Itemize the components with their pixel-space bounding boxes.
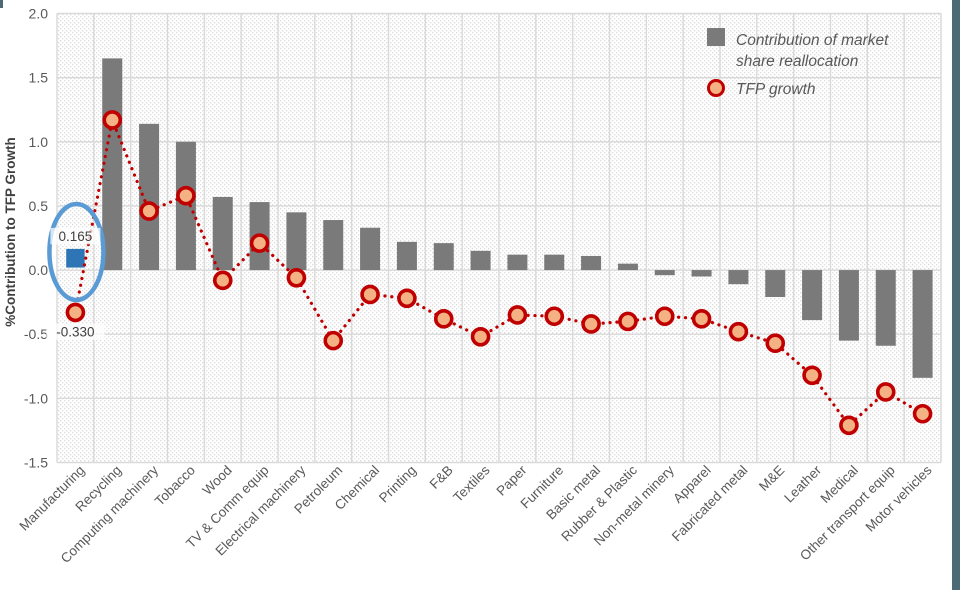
- highlight-ellipse: [47, 201, 106, 303]
- bar-wood[interactable]: [212, 196, 233, 271]
- bar-manufacturing-highlighted[interactable]: [66, 248, 85, 268]
- legend-swatch-tfp-growth[interactable]: [707, 79, 725, 97]
- bar-m-e[interactable]: [765, 270, 786, 298]
- tfp-marker-manufacturing[interactable]: [65, 302, 86, 323]
- tfp-marker-apparel[interactable]: [691, 309, 712, 329]
- legend: Contribution of market share reallocation…: [707, 28, 889, 98]
- tfp-marker-tobacco[interactable]: [176, 185, 196, 206]
- bar-motor-vehicles[interactable]: [912, 270, 933, 378]
- bar-medical[interactable]: [838, 270, 859, 341]
- bar-basic-metal[interactable]: [581, 255, 602, 271]
- bar-textiles[interactable]: [470, 250, 491, 271]
- tfp-marker-textiles[interactable]: [470, 326, 491, 347]
- annotation-0-330: -0.330: [56, 324, 94, 339]
- y-tick-label: 1.0: [29, 134, 49, 150]
- tfp-marker-rubber-plastic[interactable]: [618, 311, 638, 332]
- bar-apparel[interactable]: [691, 270, 712, 277]
- y-tick-label: 2.0: [29, 6, 49, 22]
- bar-printing[interactable]: [396, 241, 417, 271]
- tfp-growth-markers: [65, 110, 933, 436]
- legend-label-market-share[interactable]: share reallocation: [736, 53, 858, 70]
- tfp-marker-tv-comm-equip[interactable]: [249, 233, 270, 253]
- tfp-marker-other-transport-equip[interactable]: [875, 382, 896, 402]
- legend-label-tfp-growth[interactable]: TFP growth: [736, 81, 816, 98]
- y-tick-label: -0.5: [24, 326, 48, 342]
- y-tick-label: 0.5: [29, 198, 49, 214]
- bar-petroleum[interactable]: [323, 220, 344, 271]
- x-label-motor-vehicles: Motor vehicles: [863, 462, 935, 534]
- tfp-marker-chemical[interactable]: [360, 284, 380, 305]
- bar-recycling[interactable]: [102, 58, 123, 271]
- tfp-marker-wood[interactable]: [212, 270, 233, 291]
- tfp-marker-m-e[interactable]: [765, 333, 786, 353]
- tfp-marker-basic-metal[interactable]: [581, 314, 601, 334]
- x-label-leather: Leather: [781, 462, 824, 505]
- bar-electrical-machinery[interactable]: [286, 212, 307, 271]
- x-label-m-e: M&E: [756, 463, 787, 494]
- x-label-printing: Printing: [376, 463, 419, 506]
- bar-leather[interactable]: [802, 270, 823, 321]
- tfp-marker-fabricated-metal[interactable]: [728, 321, 749, 342]
- window-right-border: [952, 0, 960, 590]
- bar-fabricated-metal[interactable]: [728, 270, 749, 285]
- tfp-marker-medical[interactable]: [839, 415, 859, 436]
- x-label-f-b: F&B: [427, 463, 456, 492]
- bar-furniture[interactable]: [544, 254, 565, 271]
- bar-series-market-share-reallocation: [66, 58, 933, 378]
- tfp-marker-paper[interactable]: [507, 305, 528, 325]
- tfp-marker-petroleum[interactable]: [323, 330, 344, 351]
- y-tick-label: -1.0: [24, 390, 48, 406]
- tfp-marker-electrical-machinery[interactable]: [286, 267, 307, 288]
- annotations: 0.165 -0.330: [46, 227, 105, 340]
- tfp-marker-printing[interactable]: [397, 288, 417, 309]
- y-tick-label: 0.0: [29, 262, 49, 278]
- tfp-marker-furniture[interactable]: [544, 306, 565, 327]
- tfp-marker-recycling[interactable]: [102, 110, 123, 130]
- bar-paper[interactable]: [507, 254, 528, 271]
- tfp-marker-f-b[interactable]: [433, 309, 454, 329]
- x-label-wood: Wood: [199, 463, 234, 498]
- y-axis-title: %Contribution to TFP Growth: [3, 137, 18, 326]
- bar-non-metal-minery[interactable]: [654, 270, 675, 276]
- tfp-marker-motor-vehicles[interactable]: [912, 403, 933, 424]
- y-tick-label: -1.5: [24, 455, 48, 471]
- bar-other-transport-equip[interactable]: [875, 270, 896, 346]
- tfp-marker-computing-machinery[interactable]: [139, 201, 159, 221]
- annotation-0-165: 0.165: [59, 229, 93, 244]
- bar-chemical[interactable]: [360, 227, 381, 271]
- tfp-marker-leather[interactable]: [802, 365, 822, 386]
- x-label-tobacco: Tobacco: [152, 463, 198, 509]
- bar-computing-machinery[interactable]: [139, 123, 160, 271]
- bar-rubber-plastic[interactable]: [617, 263, 638, 271]
- x-label-textiles: Textiles: [450, 462, 493, 505]
- tfp-marker-non-metal-minery[interactable]: [654, 306, 675, 327]
- legend-swatch-market-share[interactable]: [707, 28, 725, 46]
- y-tick-label: 1.5: [29, 70, 49, 86]
- legend-label-market-share[interactable]: Contribution of market: [736, 32, 889, 49]
- window-corner-tick: [0, 0, 3, 8]
- bar-tobacco[interactable]: [175, 141, 196, 271]
- bar-f-b[interactable]: [433, 243, 454, 271]
- y-axis-ticks: 2.0 1.5 1.0 0.5 0.0 -0.5 -1.0 -1.5: [24, 6, 48, 471]
